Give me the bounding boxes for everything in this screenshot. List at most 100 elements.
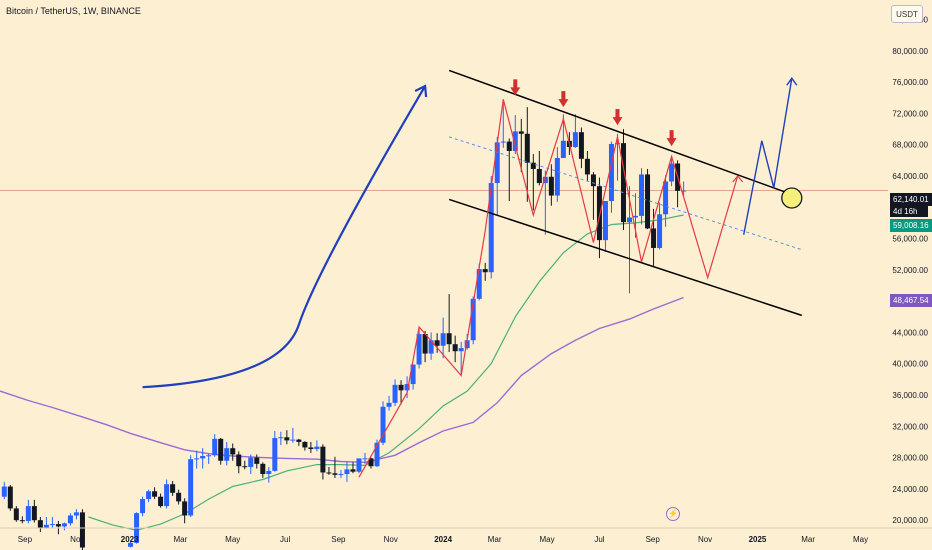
candle-body <box>272 438 278 471</box>
down-arrow-marker-head <box>558 99 569 108</box>
candle-body <box>464 340 470 349</box>
candle-body <box>651 228 657 248</box>
candle-body <box>55 524 61 527</box>
y-tick-label: 72,000.00 <box>892 109 928 118</box>
candle-body <box>404 384 410 391</box>
candle-body <box>470 298 476 341</box>
candle-body <box>356 458 362 472</box>
candle-body <box>482 269 488 273</box>
candle-body <box>230 448 236 455</box>
x-tick-label: 2023 <box>121 535 139 544</box>
candle-body <box>380 406 386 443</box>
candle-body <box>657 214 663 248</box>
price-axis[interactable]: 84,000.0080,000.0076,000.0072,000.0068,0… <box>892 16 928 526</box>
x-tick-label: 2025 <box>749 535 767 544</box>
candle-body <box>572 132 578 148</box>
candle-body <box>506 141 512 151</box>
x-tick-label: Jul <box>594 535 604 544</box>
x-tick-label: May <box>539 535 554 544</box>
y-tick-label: 64,000.00 <box>892 172 928 181</box>
currency-button[interactable]: USDT <box>891 5 923 23</box>
x-tick-label: May <box>853 535 868 544</box>
candle-body <box>188 459 194 516</box>
candle-body <box>224 448 230 461</box>
candle-body <box>320 446 326 473</box>
candle-body <box>512 131 518 151</box>
candle-body <box>152 491 158 497</box>
x-tick-label: 2024 <box>434 535 452 544</box>
countdown-tag: 4d 16h <box>890 206 928 217</box>
candle-body <box>31 506 37 521</box>
candle-body <box>266 470 272 475</box>
x-tick-label: Mar <box>173 535 187 544</box>
candle-body <box>308 447 314 449</box>
candle-body <box>350 469 356 472</box>
candle-body <box>212 438 218 456</box>
candle-body <box>374 442 380 467</box>
candle-body <box>13 508 19 521</box>
candle-body <box>458 348 464 352</box>
candle-body <box>614 143 620 145</box>
candle-body <box>248 457 254 467</box>
moving-averages <box>0 214 684 531</box>
down-arrow-marker <box>615 109 620 119</box>
ema-fast-line <box>88 214 684 531</box>
y-tick-label: 68,000.00 <box>892 141 928 150</box>
candle-body <box>645 174 651 229</box>
candle-body <box>620 143 626 223</box>
candle-body <box>386 402 392 407</box>
growth-arrowhead <box>414 84 428 98</box>
candle-body <box>49 524 55 526</box>
projection-line <box>743 78 793 235</box>
x-tick-label: May <box>225 535 240 544</box>
x-tick-label: Sep <box>18 535 33 544</box>
x-tick-label: Nov <box>384 535 398 544</box>
candle-body <box>663 181 669 215</box>
candle-body <box>254 457 260 464</box>
candle-body <box>530 162 536 169</box>
candle-body <box>61 523 67 527</box>
candle-body <box>410 364 416 385</box>
growth-arrow-curve <box>142 85 427 389</box>
candle-body <box>669 163 675 182</box>
candle-body <box>7 486 13 509</box>
down-arrow-marker-head <box>510 87 521 96</box>
y-tick-label: 52,000.00 <box>892 266 928 275</box>
channel-lower-line <box>448 198 803 317</box>
candle-body <box>25 506 31 521</box>
candle-body <box>368 458 374 467</box>
y-tick-label: 44,000.00 <box>892 328 928 337</box>
candle-body <box>164 484 170 507</box>
x-tick-label: Nov <box>70 535 84 544</box>
candle-body <box>218 438 224 461</box>
candle-body <box>43 524 49 528</box>
chart-title: Bitcoin / TetherUS, 1W, BINANCE <box>6 6 141 16</box>
down-arrow-marker-head <box>666 138 677 147</box>
x-tick-label: Mar <box>801 535 815 544</box>
candle-body <box>560 140 566 159</box>
candle-body <box>19 520 25 522</box>
candle-body <box>332 473 338 475</box>
channel-upper-line <box>448 69 803 199</box>
y-tick-label: 28,000.00 <box>892 454 928 463</box>
candle-body <box>260 463 266 475</box>
candle-body <box>681 190 687 192</box>
candle-body <box>639 174 645 216</box>
candle-body <box>146 491 152 500</box>
candle-body <box>524 133 530 163</box>
ema-slow-line <box>0 296 684 464</box>
candle-body <box>236 454 242 467</box>
candle-body <box>590 174 596 187</box>
candle-body <box>428 340 434 354</box>
highlight-circle <box>781 187 803 209</box>
candle-body <box>422 334 428 354</box>
down-arrow-marker-head <box>612 117 623 126</box>
candle-body <box>182 501 188 516</box>
candle-body <box>158 496 164 507</box>
candle-body <box>476 269 482 299</box>
down-arrow-marker <box>561 91 566 101</box>
candle-body <box>608 143 614 202</box>
time-axis[interactable]: Sep Nov 2023 Mar May Jul Sep Nov 2024 Mar May Jul Se… <box>0 527 932 544</box>
lightning-icon[interactable]: ⚡ <box>666 507 680 521</box>
